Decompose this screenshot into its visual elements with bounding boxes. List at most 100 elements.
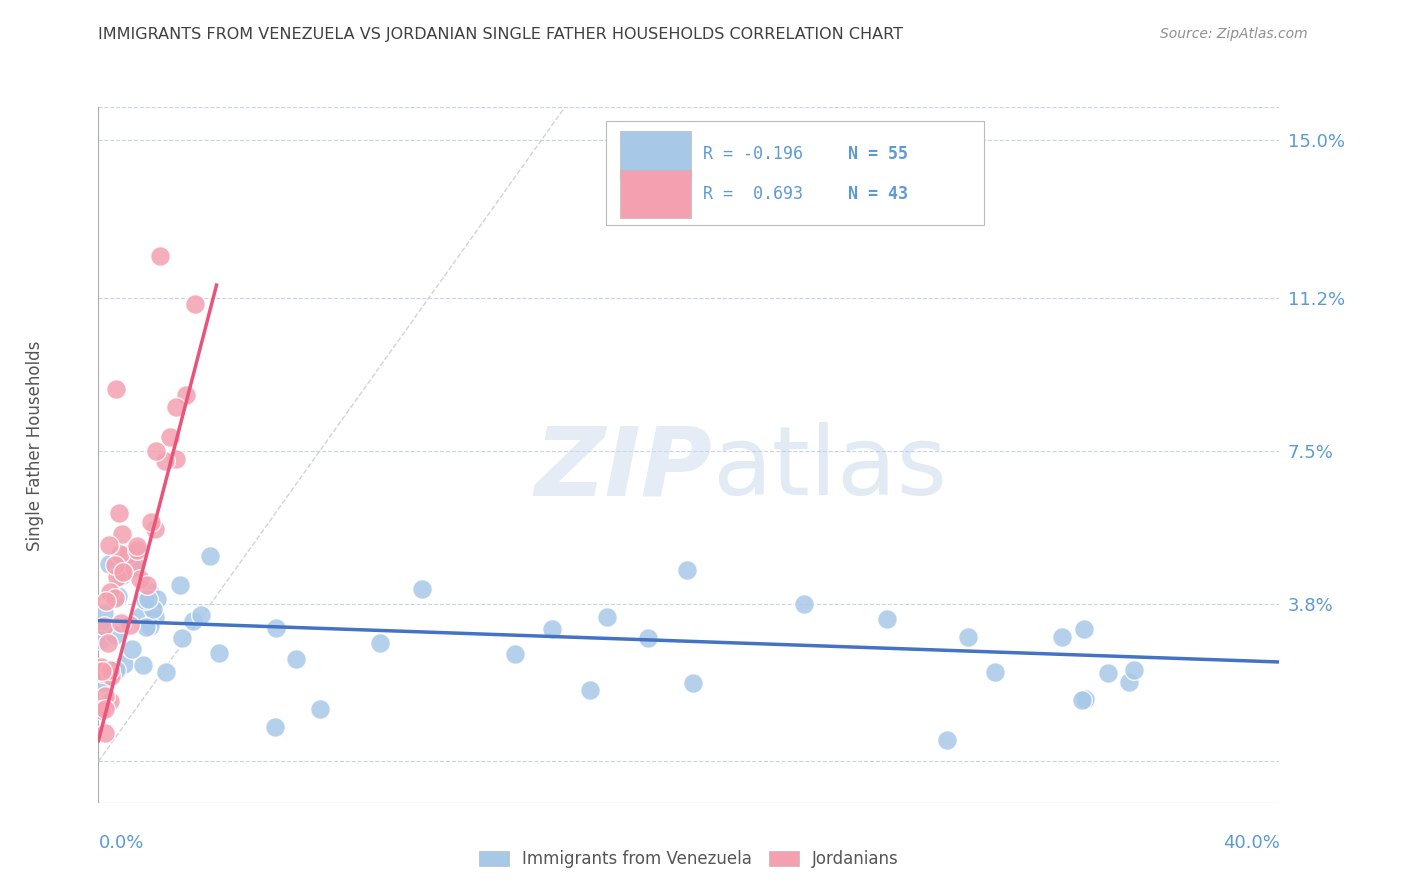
FancyBboxPatch shape: [620, 170, 692, 218]
Point: [155, 453, 177, 467]
Text: atlas: atlas: [713, 422, 948, 516]
Point: [264, 720, 287, 734]
Point: [93, 624, 115, 638]
Point: [100, 694, 122, 708]
Point: [172, 632, 194, 646]
Legend: Immigrants from Venezuela, Jordanians: Immigrants from Venezuela, Jordanians: [472, 844, 905, 875]
Point: [957, 630, 980, 644]
Text: N = 55: N = 55: [848, 145, 908, 163]
Point: [169, 577, 191, 591]
Point: [368, 636, 391, 650]
Point: [94, 725, 117, 739]
Point: [97, 636, 120, 650]
Point: [108, 506, 131, 520]
Point: [91, 665, 114, 680]
Point: [155, 665, 177, 680]
Point: [100, 669, 122, 683]
Point: [676, 563, 699, 577]
Point: [579, 682, 602, 697]
Point: [198, 549, 221, 563]
Point: [503, 647, 526, 661]
Point: [411, 582, 433, 596]
Text: R =  0.693: R = 0.693: [703, 185, 803, 203]
Point: [112, 657, 135, 671]
Point: [541, 622, 564, 636]
Point: [127, 539, 149, 553]
Point: [121, 642, 143, 657]
Point: [105, 569, 128, 583]
Point: [1073, 622, 1095, 636]
Text: ZIP: ZIP: [534, 422, 713, 516]
FancyBboxPatch shape: [620, 131, 692, 178]
Point: [135, 619, 157, 633]
Point: [90, 632, 112, 647]
Point: [93, 702, 115, 716]
Point: [105, 382, 128, 396]
Point: [111, 526, 134, 541]
Text: IMMIGRANTS FROM VENEZUELA VS JORDANIAN SINGLE FATHER HOUSEHOLDS CORRELATION CHAR: IMMIGRANTS FROM VENEZUELA VS JORDANIAN S…: [98, 27, 904, 42]
Text: Source: ZipAtlas.com: Source: ZipAtlas.com: [1160, 27, 1308, 41]
Point: [1123, 663, 1146, 677]
Point: [159, 430, 181, 444]
Point: [1097, 666, 1119, 681]
Point: [129, 608, 152, 623]
Point: [134, 592, 156, 607]
Point: [1074, 692, 1097, 706]
Point: [143, 522, 166, 536]
Point: [110, 568, 132, 582]
Point: [181, 614, 204, 628]
Point: [90, 664, 112, 678]
Point: [94, 689, 117, 703]
Text: N = 43: N = 43: [848, 185, 908, 203]
Point: [935, 732, 957, 747]
Point: [90, 659, 112, 673]
Point: [132, 658, 155, 673]
Text: Single Father Households: Single Father Households: [27, 341, 44, 551]
Point: [128, 572, 150, 586]
Point: [110, 615, 132, 630]
Point: [104, 628, 127, 642]
Point: [122, 552, 145, 566]
Point: [207, 646, 229, 660]
Point: [111, 565, 134, 579]
Point: [107, 589, 129, 603]
Point: [93, 676, 115, 690]
Point: [149, 249, 172, 263]
Point: [1071, 693, 1094, 707]
Point: [285, 652, 308, 666]
Point: [100, 664, 122, 678]
Point: [104, 591, 127, 605]
Point: [596, 610, 619, 624]
Point: [1052, 631, 1074, 645]
Point: [125, 543, 148, 558]
Point: [165, 400, 187, 414]
Point: [139, 585, 162, 599]
Point: [682, 675, 704, 690]
Point: [97, 538, 120, 552]
Point: [1118, 674, 1140, 689]
Point: [145, 443, 167, 458]
Point: [138, 619, 160, 633]
Point: [91, 665, 114, 679]
Point: [93, 606, 115, 620]
Point: [121, 561, 143, 575]
Point: [174, 387, 197, 401]
Point: [308, 702, 330, 716]
Point: [111, 565, 134, 579]
Text: 40.0%: 40.0%: [1223, 834, 1279, 852]
Point: [264, 622, 287, 636]
Point: [190, 607, 212, 622]
Point: [135, 578, 157, 592]
Point: [122, 556, 145, 570]
Text: R = -0.196: R = -0.196: [703, 145, 803, 163]
Point: [793, 597, 815, 611]
Point: [104, 558, 127, 573]
Point: [184, 296, 207, 310]
Point: [90, 703, 112, 717]
Point: [984, 665, 1007, 680]
Point: [637, 631, 659, 645]
Point: [146, 592, 169, 607]
Point: [93, 619, 115, 633]
Point: [141, 515, 163, 529]
Point: [145, 610, 167, 624]
